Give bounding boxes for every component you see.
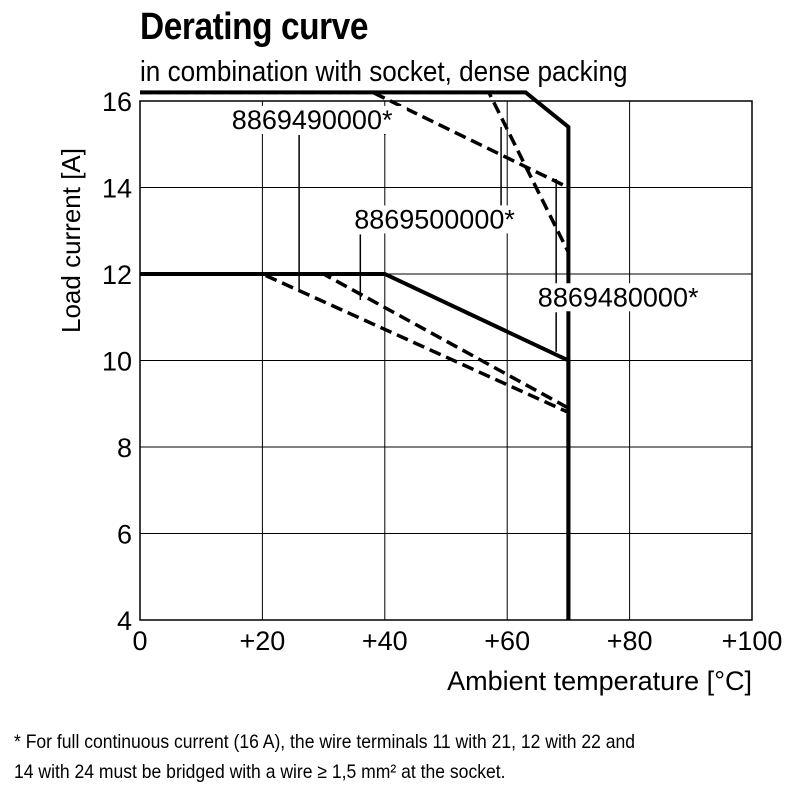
y-tick-label: 16 [102,87,132,117]
y-axis-label: Load current [A] [56,148,86,333]
x-tick-label: +100 [722,626,783,656]
chart-title: Derating curve [140,6,369,48]
series-line-3 [140,90,570,190]
x-tick-label: +80 [607,626,653,656]
x-tick-label: 0 [132,626,147,656]
annotation-label-2: 8869500000* [354,204,515,234]
derating-chart: 4 6 8 10 12 14 16 0 +20 +40 +60 +80 +100 8869490000… [56,87,782,696]
x-tick-label: +60 [484,626,530,656]
y-tick-labels: 4 6 8 10 12 14 16 [102,87,132,636]
y-tick-label: 10 [102,347,132,377]
chart-subtitle: in combination with socket, dense packin… [140,56,628,88]
series-line-4 [140,272,571,620]
annotation-background [534,283,713,312]
annotations: 8869490000* 8869500000* 8869480000* [228,105,713,312]
annotation-label-3: 8869480000* [538,282,699,312]
annotation-pointers [298,126,557,352]
series-line-1 [140,90,571,620]
y-tick-label: 4 [117,606,132,636]
series-line-5 [140,272,570,410]
footnote-line-2: 14 with 24 must be bridged with a wire ≥… [14,761,506,783]
annotation-background [351,205,530,234]
plot-frame [139,100,753,621]
x-axis-label: Ambient temperature [°C] [447,666,752,696]
x-tick-labels: 0 +20 +40 +60 +80 +100 [132,626,782,656]
series-line-6 [140,272,570,414]
y-tick-label: 14 [102,174,132,204]
x-tick-label: +20 [239,626,285,656]
annotation-background [228,105,407,134]
grid [139,100,753,621]
y-tick-label: 6 [117,520,132,550]
y-tick-label: 12 [102,260,132,290]
x-tick-label: +40 [362,626,408,656]
series-lines [140,90,571,620]
annotation-label-1: 8869490000* [232,105,393,135]
footnote-line-1: * For full continuous current (16 A), th… [14,731,636,753]
y-tick-label: 8 [117,433,132,463]
